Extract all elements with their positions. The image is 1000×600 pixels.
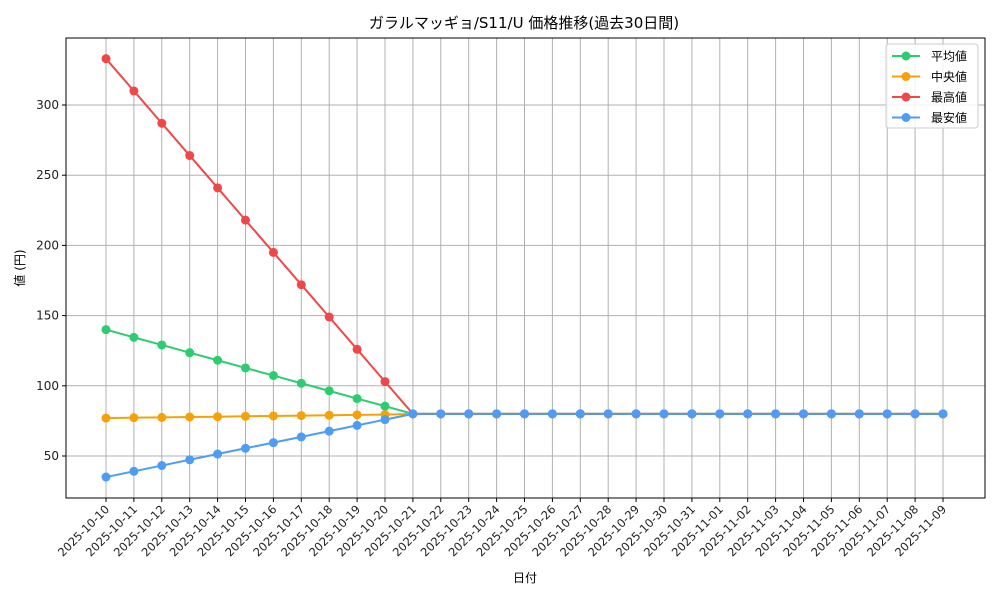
- data-point: [826, 409, 836, 419]
- data-point: [715, 409, 725, 419]
- data-point: [352, 410, 362, 420]
- data-point: [380, 377, 390, 387]
- x-axis-ticks: 2025-10-102025-10-112025-10-122025-10-13…: [55, 498, 949, 559]
- data-point: [520, 409, 529, 419]
- data-point: [910, 409, 920, 419]
- data-point: [296, 378, 306, 388]
- data-point: [882, 409, 892, 419]
- data-point: [268, 411, 278, 421]
- data-point: [101, 54, 111, 64]
- data-point: [241, 411, 250, 421]
- data-point: [659, 409, 669, 419]
- y-tick-label: 300: [36, 98, 59, 112]
- data-point: [157, 461, 167, 471]
- y-axis-label: 値 (円): [12, 249, 27, 286]
- legend-entry: 平均値: [931, 49, 967, 64]
- legend-entry: 中央値: [931, 69, 967, 84]
- data-point: [157, 118, 167, 128]
- legend-entry: 最安値: [931, 110, 967, 125]
- data-point: [268, 247, 278, 257]
- data-point: [575, 409, 585, 419]
- data-point: [213, 355, 223, 365]
- data-point: [854, 409, 864, 419]
- data-point: [408, 409, 418, 419]
- series-line: [101, 409, 948, 482]
- data-point: [101, 325, 111, 335]
- data-point: [938, 409, 948, 419]
- data-point: [268, 438, 278, 448]
- data-point: [185, 151, 195, 161]
- data-point: [185, 412, 195, 422]
- data-point: [547, 409, 557, 419]
- data-point: [324, 426, 334, 436]
- y-tick-label: 250: [36, 168, 59, 182]
- y-tick-label: 150: [36, 309, 59, 323]
- data-point: [687, 409, 697, 419]
- data-point: [157, 412, 167, 422]
- data-point: [324, 386, 334, 396]
- data-point: [101, 413, 111, 423]
- legend-entry: 最高値: [931, 90, 967, 105]
- data-point: [241, 443, 250, 453]
- data-point: [464, 409, 474, 419]
- data-point: [296, 411, 306, 421]
- y-tick-label: 50: [44, 449, 59, 463]
- data-point: [436, 409, 446, 419]
- data-point: [324, 312, 334, 322]
- data-point: [380, 401, 390, 411]
- data-point: [352, 394, 362, 404]
- data-point: [129, 466, 139, 476]
- data-series: [101, 54, 948, 482]
- data-point: [743, 409, 753, 419]
- data-point: [603, 409, 613, 419]
- data-point: [268, 371, 278, 381]
- data-point: [380, 415, 390, 425]
- data-point: [631, 409, 641, 419]
- data-point: [771, 409, 781, 419]
- data-point: [213, 449, 223, 459]
- data-point: [101, 472, 111, 482]
- data-point: [492, 409, 502, 419]
- grid-lines: [66, 38, 985, 498]
- data-point: [352, 420, 362, 430]
- y-tick-label: 100: [36, 379, 59, 393]
- data-point: [129, 413, 139, 423]
- data-point: [129, 86, 139, 96]
- data-point: [241, 215, 250, 225]
- y-tick-label: 200: [36, 238, 59, 252]
- data-point: [352, 344, 362, 354]
- data-point: [296, 432, 306, 442]
- data-point: [185, 348, 195, 358]
- data-point: [213, 183, 223, 193]
- data-point: [185, 455, 195, 465]
- plot-area-frame: [65, 37, 986, 499]
- data-point: [296, 280, 306, 290]
- data-point: [324, 410, 334, 420]
- data-point: [129, 332, 139, 342]
- chart-title: ガラルマッギョ/S11/U 価格推移(過去30日間): [369, 14, 679, 32]
- data-point: [241, 363, 250, 373]
- data-point: [799, 409, 808, 419]
- y-axis-ticks: 50 100 150 200 250 300: [36, 98, 66, 463]
- x-axis-label: 日付: [513, 571, 537, 585]
- data-point: [213, 412, 223, 422]
- data-point: [157, 340, 167, 350]
